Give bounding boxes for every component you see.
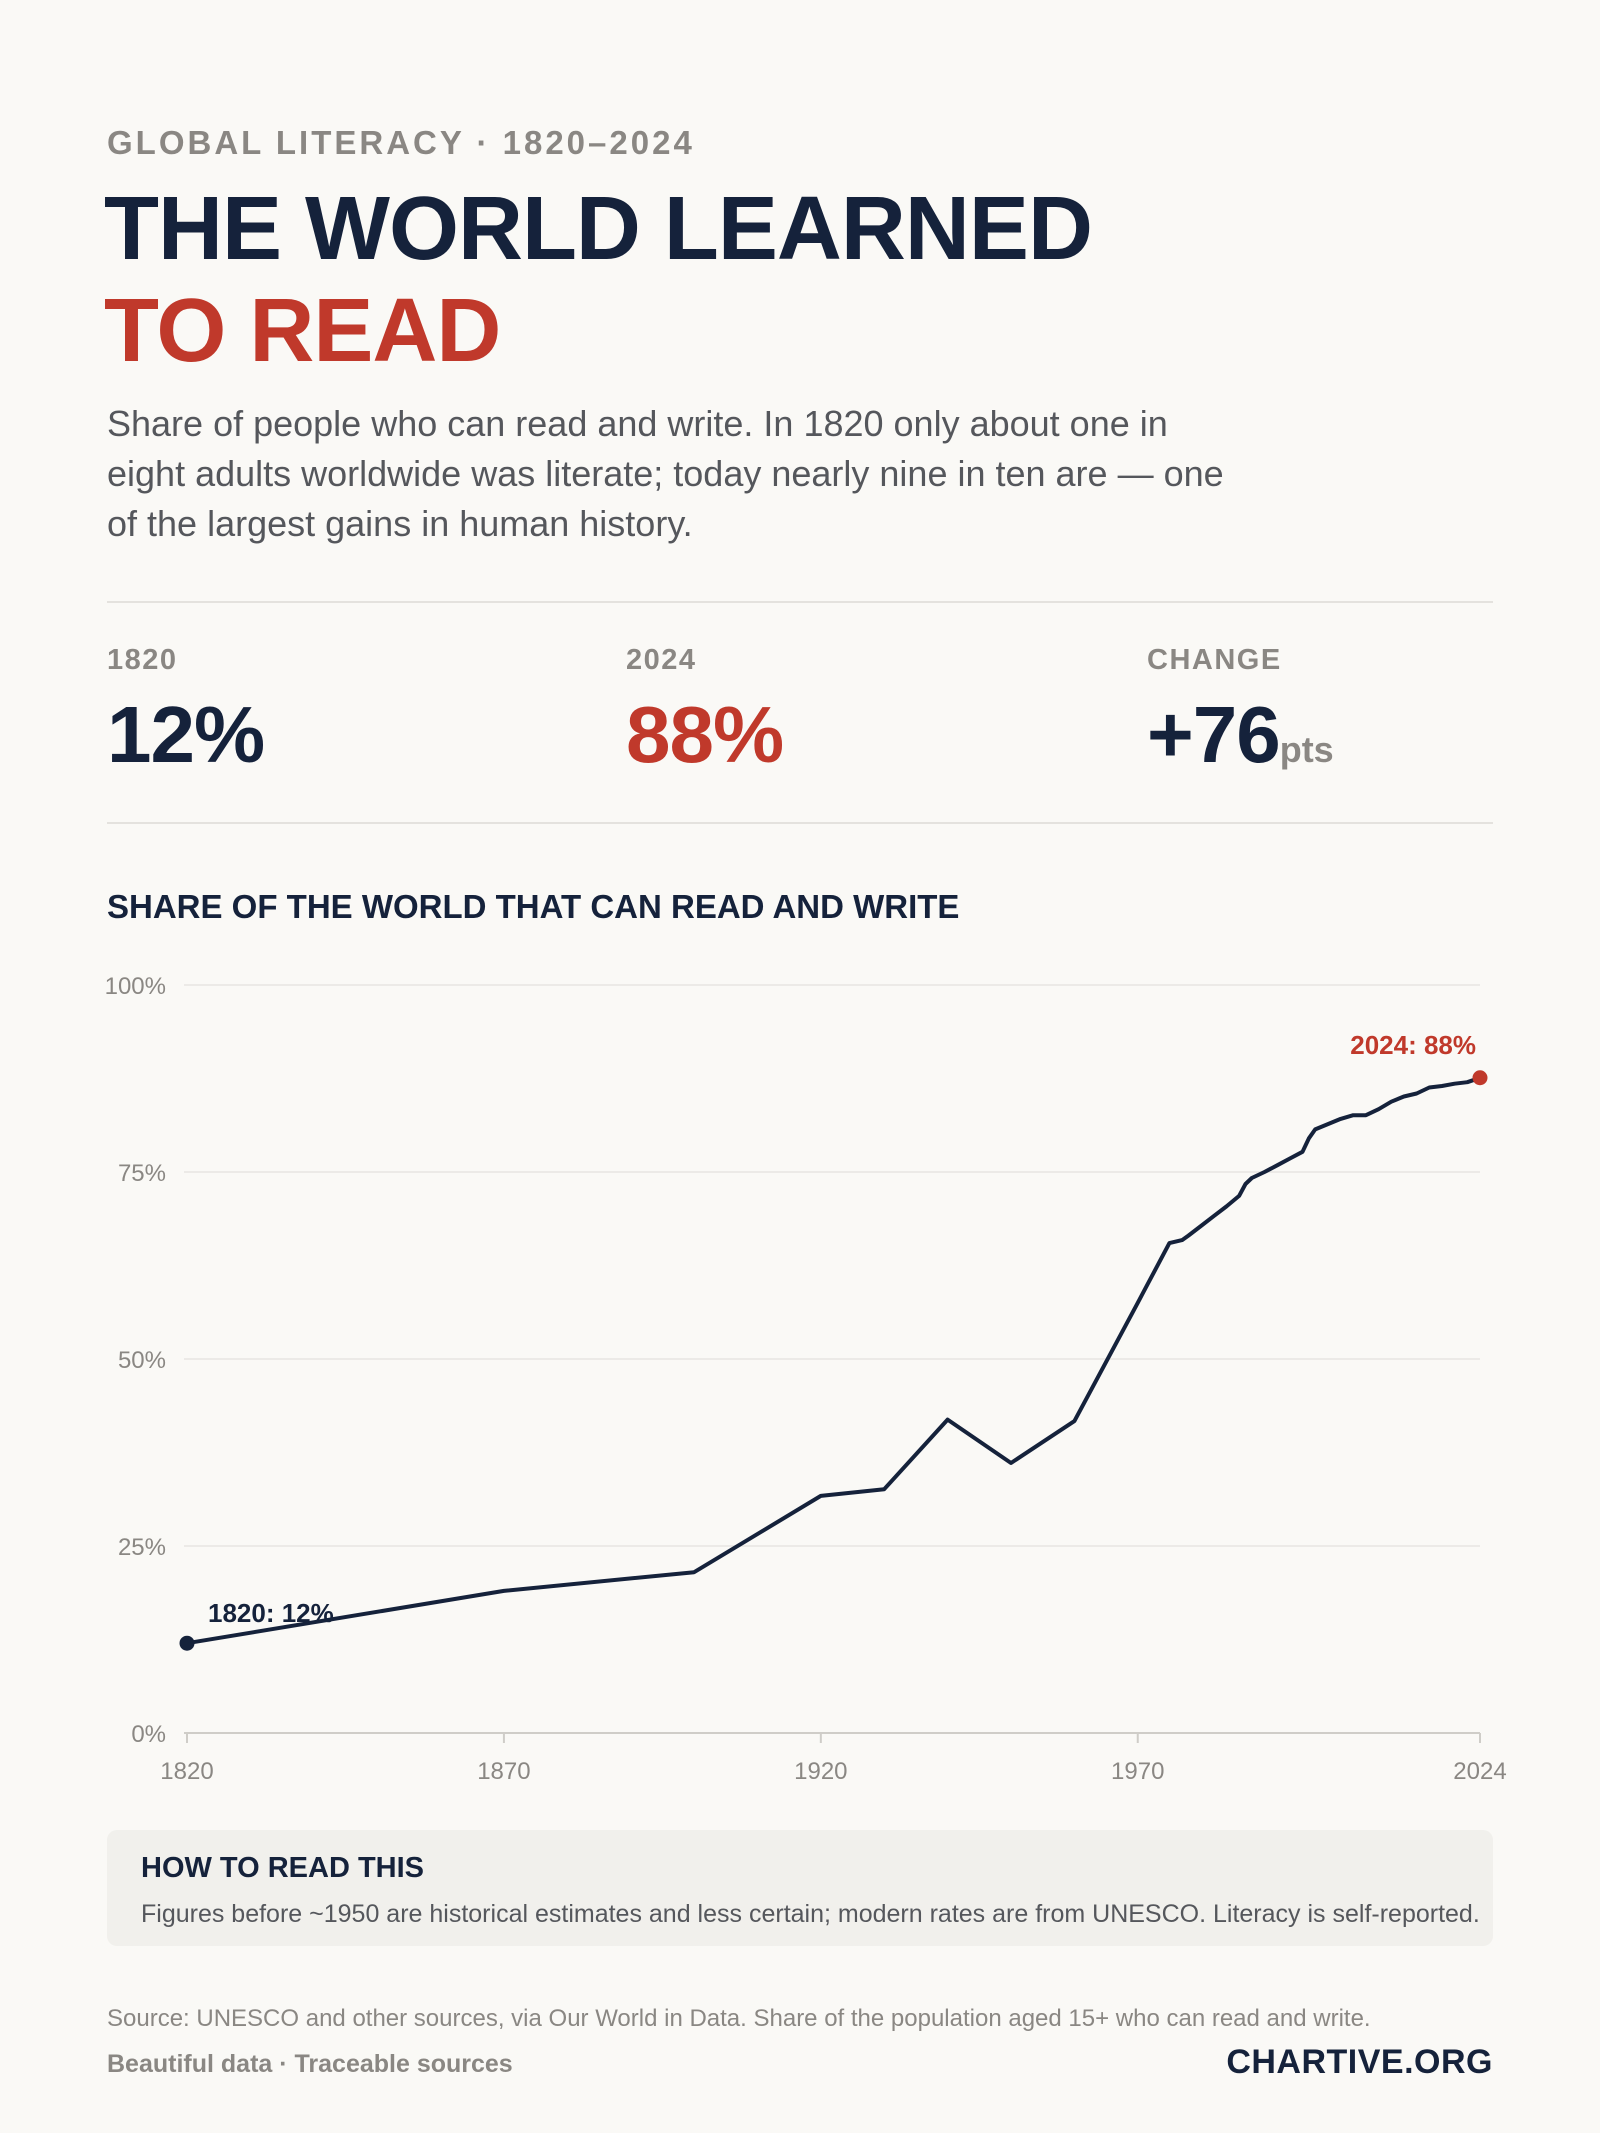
y-tick-label: 75%	[118, 1160, 166, 1187]
stat-value: 88%	[626, 690, 784, 779]
x-tick-label: 1820	[160, 1758, 213, 1780]
stat-2024: 2024 88%	[626, 644, 784, 779]
x-tick-label: 1920	[794, 1758, 847, 1780]
line-chart: 0% 25% 50% 75% 100% 1820 1870 1920 1970 2024 1820:…	[105, 973, 1507, 1780]
stat-change: CHANGE +76pts	[1147, 644, 1334, 790]
series-line	[185, 1075, 1482, 1646]
stat-value: 12%	[107, 690, 265, 779]
tagline: Beautiful data · Traceable sources	[107, 2050, 513, 2078]
divider-bottom	[107, 822, 1493, 824]
stat-label: 1820	[107, 644, 178, 676]
title-line-2: TO READ	[104, 281, 501, 381]
title-line-1: THE WORLD LEARNED	[104, 179, 1093, 279]
y-tick-label: 100%	[105, 973, 166, 1000]
end-point-marker	[1472, 1070, 1488, 1086]
x-tick-label: 1970	[1111, 1758, 1164, 1780]
x-tick-label: 2024	[1453, 1758, 1506, 1780]
start-point-marker	[179, 1635, 195, 1651]
brand-logo: CHARTIVE.ORG	[1226, 2043, 1493, 2081]
y-tick-label: 50%	[118, 1347, 166, 1374]
lede-paragraph: Share of people who can read and write. …	[107, 403, 1224, 544]
stat-1820: 1820 12%	[107, 644, 265, 779]
divider-top	[107, 601, 1493, 603]
x-tick-label: 1870	[477, 1758, 530, 1780]
end-point-label: 2024: 88%	[1350, 1030, 1476, 1060]
page-title: THE WORLD LEARNED TO READ	[104, 178, 1093, 382]
note-box: HOW TO READ THIS Figures before ~1950 ar…	[107, 1830, 1493, 1946]
note-title: HOW TO READ THIS	[141, 1852, 425, 1884]
y-tick-label: 25%	[118, 1534, 166, 1561]
source-text: Source: UNESCO and other sources, via Ou…	[107, 2005, 1371, 2032]
stat-unit: pts	[1279, 729, 1334, 770]
stat-value: +76	[1147, 690, 1281, 779]
stat-label: CHANGE	[1147, 644, 1282, 676]
start-point-label: 1820: 12%	[208, 1598, 334, 1628]
kicker: GLOBAL LITERACY · 1820–2024	[107, 124, 695, 161]
chart-title: SHARE OF THE WORLD THAT CAN READ AND WRI…	[107, 888, 960, 925]
y-tick-label: 0%	[131, 1721, 166, 1748]
stat-label: 2024	[626, 644, 697, 676]
note-body: Figures before ~1950 are historical esti…	[141, 1900, 1480, 1928]
stat-value-wrap: +76pts	[1147, 695, 1334, 790]
